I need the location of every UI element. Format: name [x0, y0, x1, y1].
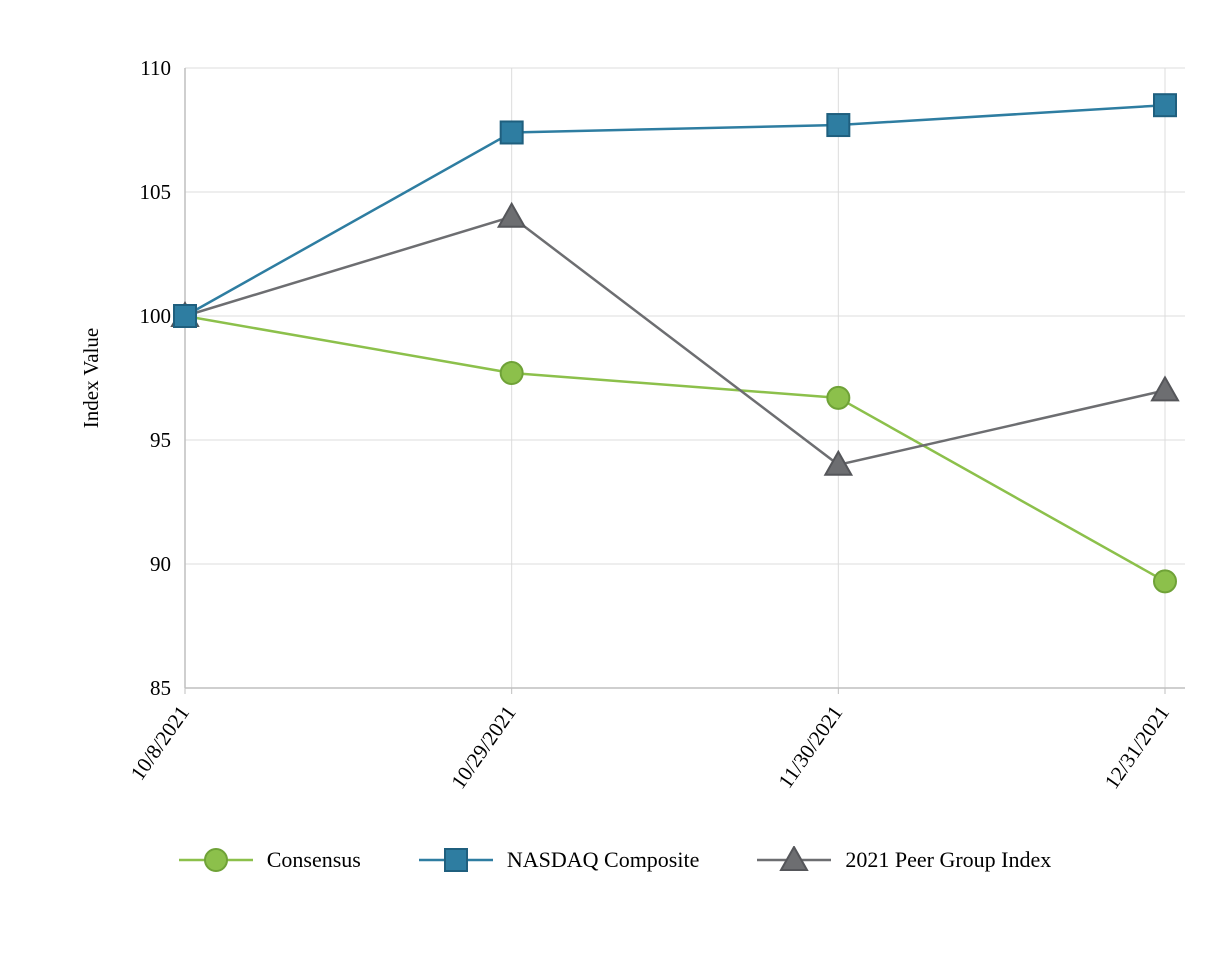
chart-legend: Consensus NASDAQ Composite 2021 Peer Gro… — [0, 846, 1228, 874]
svg-text:Index Value: Index Value — [79, 328, 103, 429]
series-consensus — [173, 304, 1177, 594]
svg-text:110: 110 — [140, 56, 171, 80]
series-nasdaq-composite — [173, 93, 1177, 328]
svg-text:12/31/2021: 12/31/2021 — [1100, 701, 1175, 793]
svg-text:95: 95 — [150, 428, 171, 452]
svg-text:11/30/2021: 11/30/2021 — [773, 701, 847, 792]
peer-group-index-legend-marker — [757, 846, 832, 871]
svg-text:10/29/2021: 10/29/2021 — [446, 701, 521, 793]
svg-text:85: 85 — [150, 676, 171, 700]
svg-text:105: 105 — [140, 180, 172, 204]
line-chart: 85 90 95 100 105 110 10/8/2021 10/29/2021 11/30/… — [79, 56, 1185, 793]
consensus-legend-marker — [178, 848, 253, 872]
legend-label-consensus: Consensus — [266, 847, 361, 872]
svg-text:90: 90 — [150, 552, 171, 576]
legend-item-peer-group-index: 2021 Peer Group Index — [755, 846, 1051, 874]
svg-text:10/8/2021: 10/8/2021 — [126, 701, 195, 785]
legend-item-nasdaq-composite: NASDAQ Composite — [417, 846, 700, 874]
nasdaq-composite-legend-marker — [418, 848, 493, 872]
legend-label-nasdaq-composite: NASDAQ Composite — [506, 847, 700, 872]
legend-label-peer-group-index: 2021 Peer Group Index — [845, 847, 1052, 872]
svg-text:100: 100 — [140, 304, 172, 328]
legend-item-consensus: Consensus — [177, 846, 361, 874]
